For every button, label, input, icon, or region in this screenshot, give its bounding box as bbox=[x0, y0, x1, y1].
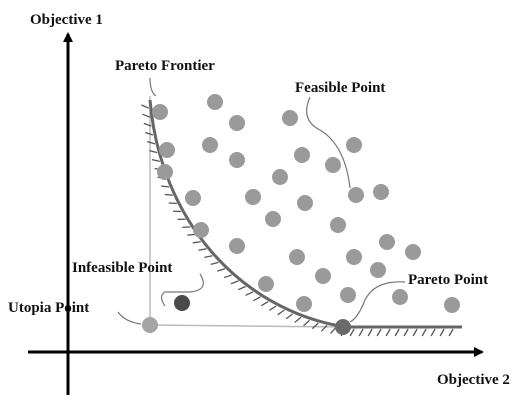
feasible-point bbox=[392, 289, 408, 305]
hatch bbox=[439, 328, 445, 337]
feasible-point bbox=[289, 249, 305, 265]
utopia-point bbox=[142, 317, 158, 333]
hatch bbox=[320, 324, 328, 332]
feasible-point bbox=[282, 110, 298, 126]
feasible-point bbox=[373, 184, 389, 200]
infeasible-point bbox=[174, 295, 190, 311]
hatch bbox=[142, 113, 151, 118]
feasible-point bbox=[340, 287, 356, 303]
feasible-point bbox=[370, 262, 386, 278]
x-axis-label: Objective 2 bbox=[437, 372, 510, 388]
leader-line bbox=[149, 77, 157, 97]
feasible-point bbox=[325, 157, 341, 173]
feasible-point bbox=[159, 142, 175, 158]
hatch bbox=[204, 255, 213, 259]
y-axis-label: Objective 1 bbox=[30, 12, 103, 28]
feasible-point bbox=[229, 115, 245, 131]
hatch bbox=[141, 104, 150, 109]
pareto-point bbox=[335, 319, 351, 335]
hatch bbox=[230, 280, 239, 285]
feasible-point bbox=[315, 268, 331, 284]
hatch bbox=[149, 150, 158, 154]
hatch bbox=[143, 122, 152, 127]
hatch bbox=[358, 328, 364, 337]
hatch bbox=[311, 322, 319, 330]
leader-line bbox=[117, 311, 142, 325]
feasible-point bbox=[207, 94, 223, 110]
hatch bbox=[161, 185, 170, 188]
feasible-points bbox=[152, 94, 460, 313]
hatch bbox=[164, 193, 173, 196]
hatch bbox=[277, 309, 285, 316]
hatch bbox=[187, 233, 196, 236]
feasible-point bbox=[229, 238, 245, 254]
hatch bbox=[253, 296, 261, 302]
feasible-point bbox=[258, 276, 274, 292]
hatch bbox=[367, 328, 373, 337]
feasible-point bbox=[330, 217, 346, 233]
feasible-point bbox=[379, 234, 395, 250]
hatch bbox=[448, 328, 454, 337]
feasible-point bbox=[294, 147, 310, 163]
hatch bbox=[285, 313, 293, 320]
leader-line bbox=[349, 281, 406, 323]
infeasible-point-label: Infeasible Point bbox=[72, 260, 172, 276]
feasible-point bbox=[157, 164, 173, 180]
feasible-point bbox=[272, 169, 288, 185]
feasible-point bbox=[193, 222, 209, 238]
hatch bbox=[412, 328, 418, 337]
utopia-point-label: Utopia Point bbox=[8, 300, 89, 316]
feasible-point bbox=[245, 189, 261, 205]
feasible-point-label: Feasible Point bbox=[295, 80, 385, 96]
pareto-frontier-label: Pareto Frontier bbox=[115, 58, 215, 74]
hatch bbox=[151, 158, 160, 162]
feasible-point bbox=[444, 297, 460, 313]
feasible-point bbox=[296, 296, 312, 312]
leader-line bbox=[160, 273, 204, 307]
feasible-point bbox=[346, 249, 362, 265]
feasible-point bbox=[185, 190, 201, 206]
feasible-point bbox=[265, 211, 281, 227]
feasible-point bbox=[297, 195, 313, 211]
hatch bbox=[430, 328, 436, 337]
hatch bbox=[198, 248, 207, 251]
hatch bbox=[145, 131, 154, 136]
leader-line bbox=[306, 96, 351, 189]
hatch bbox=[394, 328, 400, 337]
feasible-point bbox=[346, 137, 362, 153]
hatch bbox=[376, 328, 382, 337]
hatch bbox=[147, 141, 156, 145]
feasible-point bbox=[202, 137, 218, 153]
hatch bbox=[421, 328, 427, 337]
hatch bbox=[294, 316, 302, 323]
hatch bbox=[223, 274, 232, 279]
feasible-point bbox=[405, 244, 421, 260]
hatch bbox=[349, 328, 355, 337]
feasible-point bbox=[229, 152, 245, 168]
hatch bbox=[260, 301, 269, 307]
pareto-point-label: Pareto Point bbox=[408, 272, 488, 288]
hatch bbox=[269, 305, 277, 311]
guide-line bbox=[149, 324, 344, 328]
pareto-frontier-curve bbox=[148, 99, 462, 329]
hatch bbox=[245, 291, 254, 296]
hatch bbox=[192, 241, 201, 244]
feasible-point bbox=[348, 187, 364, 203]
hatch bbox=[403, 328, 409, 337]
hatch bbox=[385, 328, 391, 337]
hatch bbox=[237, 285, 246, 291]
hatch bbox=[217, 268, 226, 272]
hatch bbox=[210, 261, 219, 265]
feasible-point bbox=[152, 104, 168, 120]
hatch bbox=[330, 326, 337, 334]
hatch bbox=[303, 319, 310, 327]
